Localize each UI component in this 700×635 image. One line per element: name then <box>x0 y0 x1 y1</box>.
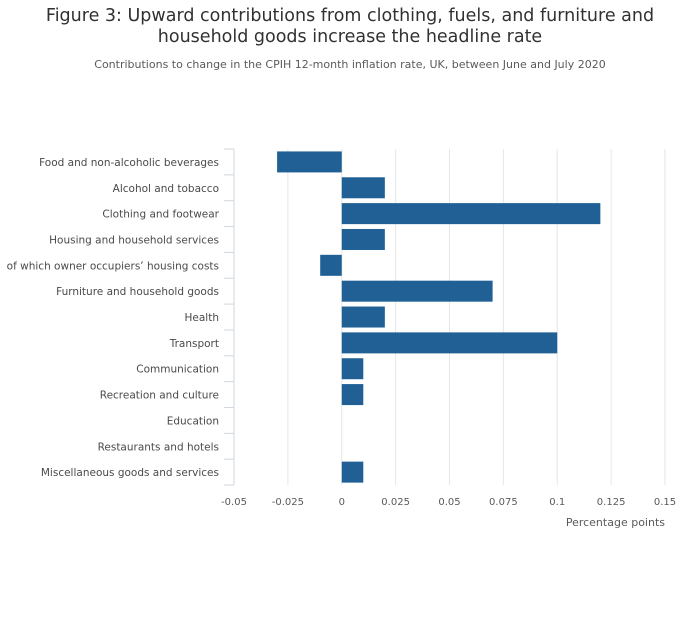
chart-title: Figure 3: Upward contributions from clot… <box>45 6 655 47</box>
bar <box>341 358 364 380</box>
bar <box>341 461 364 483</box>
x-axis-title: Percentage points <box>566 516 665 529</box>
bars <box>277 151 601 483</box>
category-labels: Food and non-alcoholic beverages Alcohol … <box>7 157 220 479</box>
x-tick-label: 0.125 <box>597 497 626 508</box>
bar <box>320 254 342 276</box>
x-tick-label: 0.15 <box>654 497 676 508</box>
bar <box>341 306 385 328</box>
x-tick-label: 0 <box>339 497 345 508</box>
x-tick-label: 0.05 <box>438 497 460 508</box>
category-label: Education <box>167 415 219 427</box>
category-axis <box>224 148 235 486</box>
x-tick-label: -0.05 <box>221 497 247 508</box>
category-label: Housing and household services <box>49 234 219 246</box>
category-label: Transport <box>169 338 219 350</box>
x-tick-label: -0.025 <box>272 497 304 508</box>
category-label: Food and non-alcoholic beverages <box>39 157 219 169</box>
x-tick-label: 0.075 <box>489 497 518 508</box>
category-label: Recreation and culture <box>100 390 219 402</box>
bar <box>341 332 558 354</box>
category-label: Furniture and household goods <box>56 286 219 298</box>
bar <box>341 228 385 250</box>
bar <box>341 384 364 406</box>
chart-subtitle: Contributions to change in the CPIH 12-m… <box>94 58 606 71</box>
x-tick-labels: -0.05 -0.025 0 0.025 0.05 0.075 0.1 0.125 0.15 <box>221 497 676 508</box>
bar <box>341 177 385 199</box>
bar <box>341 203 601 225</box>
category-label: Alcohol and tobacco <box>113 183 219 195</box>
x-tick-label: 0.1 <box>549 497 565 508</box>
bar <box>277 151 342 173</box>
category-label: Restaurants and hotels <box>98 441 219 453</box>
category-label: Miscellaneous goods and services <box>41 467 219 479</box>
bar <box>341 280 493 302</box>
x-tick-label: 0.025 <box>381 497 410 508</box>
category-label: Clothing and footwear <box>102 209 219 221</box>
category-label: Communication <box>136 364 219 376</box>
category-label: Health <box>185 312 219 324</box>
category-label: of which owner occupiers’ housing costs <box>7 260 219 272</box>
